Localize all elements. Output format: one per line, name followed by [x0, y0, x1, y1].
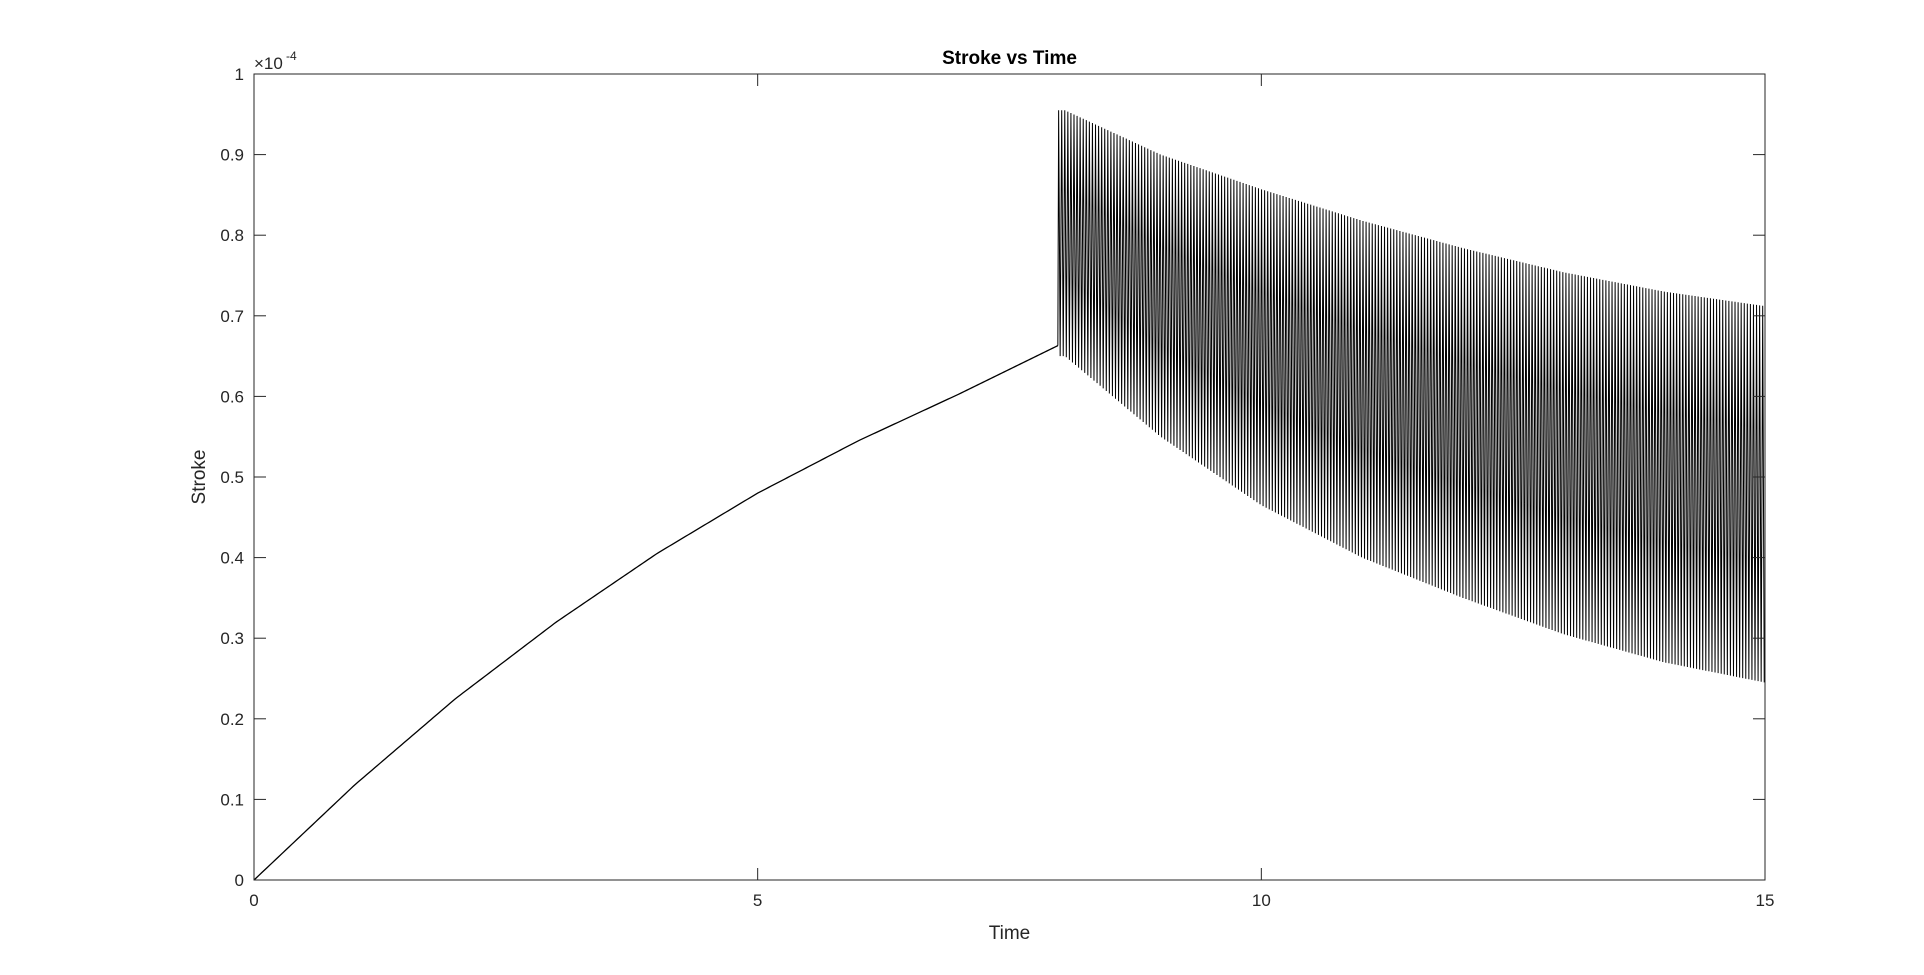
y-tick-label: 0.8: [220, 226, 244, 245]
y-exponent-power: -4: [286, 49, 297, 63]
y-tick-label: 0.9: [220, 146, 244, 165]
y-tick-label: 0.5: [220, 468, 244, 487]
y-tick-label: 0.3: [220, 629, 244, 648]
x-tick-label: 0: [249, 891, 258, 910]
y-tick-label: 0.1: [220, 790, 244, 809]
y-exponent-base: ×10: [254, 54, 283, 73]
x-tick-label: 15: [1756, 891, 1775, 910]
y-tick-label: 0.4: [220, 549, 244, 568]
chart-title: Stroke vs Time: [942, 48, 1077, 69]
series-line-ramp: [253, 345, 1059, 881]
x-tick-label: 5: [753, 891, 762, 910]
y-axis-label: Stroke: [189, 450, 210, 505]
x-axis-label: Time: [989, 923, 1031, 944]
y-tick-label: 0: [235, 871, 244, 890]
ticks-layer: 0 5 10 15 0 0.1 0.2 0.3 0.4 0.5 0.6 0.7 0.8 0.9 1: [220, 65, 1774, 910]
y-tick-label: 0.6: [220, 387, 244, 406]
y-tick-label: 0.2: [220, 710, 244, 729]
series-layer: [253, 110, 1765, 881]
axes-background: [254, 74, 1765, 880]
series-line-oscillation: [1057, 110, 1765, 683]
y-tick-label: 1: [235, 65, 244, 84]
x-tick-label: 10: [1252, 891, 1271, 910]
y-tick-label: 0.7: [220, 307, 244, 326]
